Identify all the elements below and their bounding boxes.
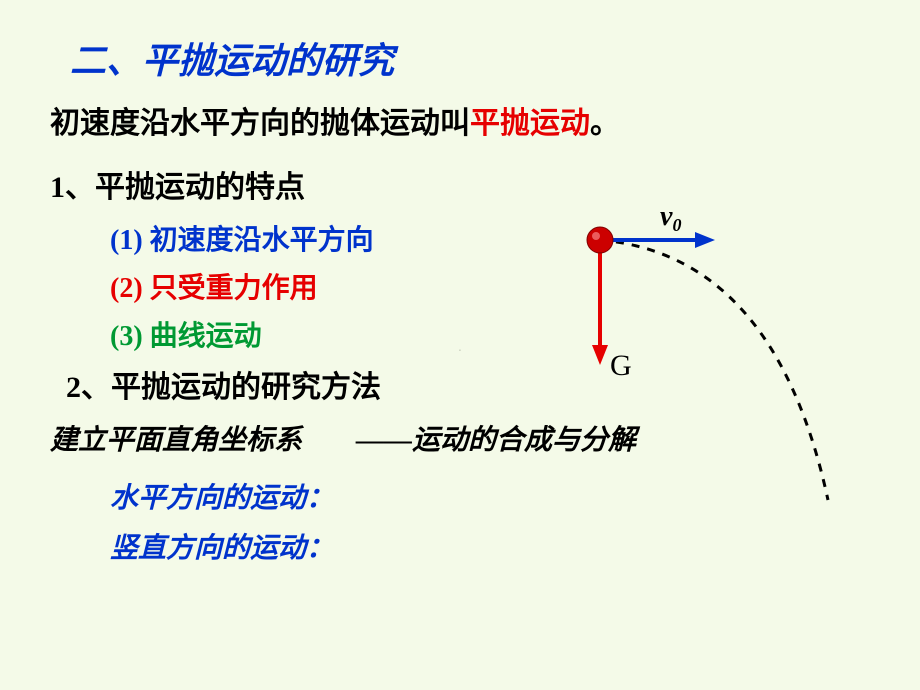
title-text: 二、平抛运动的研究 [70,41,394,81]
v0-label: v0 [660,201,681,235]
direction-v-text: 竖直方向的运动： [110,533,334,564]
section-title: 二、平抛运动的研究 [70,32,870,84]
bullet-1-text: (1) 初速度沿水平方向 [110,225,374,256]
ball-highlight [592,232,600,240]
def-part2: 。 [590,107,620,140]
bullet-3-text: (3) 曲线运动 [110,321,262,352]
section2-heading-text: 2、平抛运动的研究方法 [66,371,381,404]
definition-line: 初速度沿水平方向的抛体运动叫平抛运动。 [50,98,870,142]
g-label: G [610,349,632,382]
velocity-arrowhead [695,232,715,248]
v-symbol: v [660,201,673,232]
direction-h-text: 水平方向的运动： [110,483,334,514]
method-part1: 建立平面直角坐标系 [50,425,302,456]
bullet-2-text: (2) 只受重力作用 [110,273,318,304]
projectile-ball [587,227,613,253]
gravity-arrowhead [592,345,608,365]
projectile-diagram: v0 G [540,200,880,520]
direction-v: 竖直方向的运动： [110,526,870,566]
def-highlight: 平抛运动 [470,107,590,140]
def-part1: 初速度沿水平方向的抛体运动叫 [50,107,470,140]
section1-heading-text: 1、平抛运动的特点 [50,171,305,204]
v-subscript: 0 [672,215,681,235]
trajectory-path [600,240,828,500]
